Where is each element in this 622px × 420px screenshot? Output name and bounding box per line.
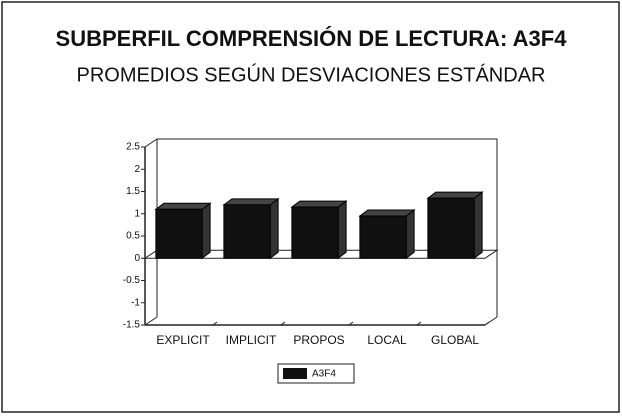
chart-title: SUBPERFIL COMPRENSIÓN DE LECTURA: A3F4 (56, 26, 568, 51)
bar (155, 208, 203, 259)
x-tick-label: GLOBAL (431, 333, 479, 347)
y-tick-label: 1.5 (126, 186, 140, 197)
y-tick-label: 1 (134, 208, 140, 219)
bar-side (337, 200, 347, 260)
y-tick-label: -1.5 (123, 320, 141, 331)
legend-swatch (283, 368, 307, 379)
y-tick-label: 2.5 (126, 142, 140, 153)
bar-side (201, 202, 211, 260)
bar-top (290, 200, 348, 208)
x-tick-label: LOCAL (367, 333, 407, 347)
chart-subtitle: PROMEDIOS SEGÚN DESVIACIONES ESTÁNDAR (77, 63, 546, 86)
x-tick (416, 321, 422, 326)
bar-side (473, 191, 483, 260)
bar (359, 215, 407, 259)
bar-side (405, 208, 415, 260)
depth-bottom-left (144, 316, 158, 326)
x-tick (280, 321, 286, 326)
x-tick-label: PROPOS (293, 333, 344, 347)
x-tick-label: IMPLICIT (226, 333, 277, 347)
y-tick-label: 0 (134, 253, 140, 264)
depth-top (144, 138, 158, 148)
x-tick-label: EXPLICIT (156, 333, 210, 347)
y-tick-label: 0.5 (126, 231, 140, 242)
bar (223, 204, 271, 259)
y-tick-label: -0.5 (123, 275, 141, 286)
y-tick-label: -1 (131, 297, 140, 308)
x-tick (212, 321, 218, 326)
x-tick (484, 321, 490, 326)
bar-side (269, 197, 279, 260)
bar-top (426, 191, 484, 199)
y-tick-label: 2 (134, 164, 140, 175)
legend-label: A3F4 (312, 369, 336, 380)
x-tick (348, 321, 354, 326)
bar (291, 206, 339, 259)
bar-top (222, 198, 280, 206)
bar-top (358, 209, 416, 217)
bar-top (154, 202, 212, 210)
bar (427, 197, 475, 259)
